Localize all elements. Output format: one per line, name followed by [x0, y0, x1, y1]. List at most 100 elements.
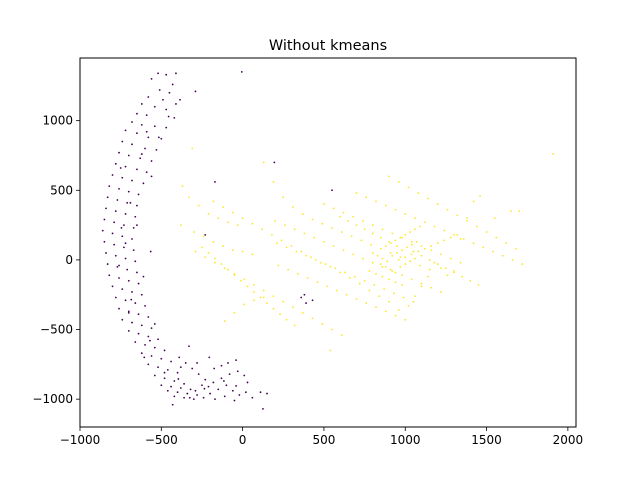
point-s1-167: [404, 263, 407, 265]
point-s0-11: [153, 105, 156, 108]
point-s1-50: [274, 220, 277, 222]
point-s1-254: [436, 263, 439, 265]
point-s1-92: [365, 302, 368, 304]
point-s1-250: [396, 245, 399, 247]
point-s0-2: [175, 72, 177, 75]
point-s1-221: [212, 200, 215, 203]
point-s1-98: [332, 207, 335, 210]
point-s0-67: [134, 260, 137, 263]
point-s1-94: [384, 310, 387, 313]
point-s0-110: [173, 380, 176, 382]
point-s1-96: [404, 318, 407, 321]
point-s1-107: [420, 245, 423, 247]
point-s1-51: [284, 224, 286, 226]
point-s1-91: [355, 297, 358, 300]
y-tick-label: −1000: [32, 392, 73, 406]
point-s0-75: [137, 282, 140, 285]
point-s0-106: [166, 369, 169, 371]
point-s1-168: [409, 260, 412, 263]
point-s1-239: [233, 311, 236, 314]
point-s1-207: [349, 277, 351, 279]
point-s1-64: [410, 278, 413, 281]
point-s1-217: [251, 222, 254, 225]
point-s1-18: [214, 261, 216, 264]
axes-frame: [79, 57, 577, 428]
point-s1-224: [285, 318, 288, 321]
point-s1-218: [241, 217, 244, 220]
point-s1-244: [347, 220, 350, 222]
point-s0-82: [134, 302, 137, 304]
point-s0-15: [173, 116, 176, 119]
point-s1-188: [510, 210, 512, 213]
point-s0-185: [305, 302, 307, 304]
point-s0-5: [158, 89, 161, 91]
point-s0-30: [139, 157, 142, 160]
x-tick-label: 2000: [553, 433, 584, 447]
point-s0-48: [105, 207, 107, 210]
point-s1-183: [443, 239, 446, 242]
point-s1-86: [306, 277, 309, 279]
point-s1-205: [368, 289, 371, 292]
point-s0-140: [197, 373, 200, 375]
point-s1-181: [430, 245, 433, 247]
point-s1-20: [233, 272, 236, 275]
point-s1-40: [340, 231, 343, 233]
point-s1-255: [445, 267, 447, 270]
point-s0-54: [123, 224, 125, 226]
point-s1-38: [321, 222, 324, 225]
point-s0-133: [262, 408, 264, 410]
point-s1-135: [436, 203, 439, 206]
point-s1-219: [231, 211, 234, 214]
point-s1-236: [207, 252, 210, 254]
point-s0-117: [176, 391, 179, 394]
point-s1-159: [409, 231, 412, 233]
point-s0-35: [145, 171, 148, 174]
point-s0-125: [217, 388, 220, 391]
point-s0-170: [177, 378, 180, 380]
point-s0-84: [118, 307, 120, 310]
point-s1-19: [223, 267, 226, 270]
point-s1-240: [243, 303, 246, 306]
point-s0-167: [120, 226, 123, 229]
point-s1-15: [251, 253, 254, 256]
point-s0-28: [118, 151, 120, 154]
point-s1-234: [220, 263, 223, 265]
point-s0-3: [150, 77, 153, 80]
point-s0-98: [153, 346, 156, 349]
point-s0-177: [194, 90, 197, 93]
point-s0-126: [225, 384, 228, 387]
point-s1-24: [272, 295, 275, 298]
point-s0-174: [223, 380, 225, 382]
point-s1-256: [453, 271, 455, 274]
point-s1-214: [280, 239, 283, 242]
point-s1-237: [201, 246, 203, 249]
point-s0-105: [157, 366, 159, 369]
point-s1-208: [339, 271, 342, 274]
point-s0-57: [111, 232, 114, 235]
point-s1-29: [321, 323, 324, 325]
point-s1-111: [459, 261, 462, 264]
point-s1-139: [475, 225, 478, 228]
point-s1-48: [418, 264, 421, 267]
point-s1-144: [371, 252, 374, 254]
point-s1-161: [418, 225, 421, 228]
point-s1-73: [324, 263, 327, 265]
point-s1-55: [323, 240, 325, 243]
point-s0-156: [149, 339, 151, 342]
point-s0-130: [251, 396, 254, 399]
point-s1-176: [397, 259, 400, 261]
point-s1-232: [233, 274, 236, 277]
point-s1-52: [293, 228, 296, 231]
point-s1-37: [311, 218, 314, 221]
point-s0-85: [127, 310, 130, 313]
point-s1-105: [401, 236, 403, 239]
point-s1-21: [243, 278, 246, 281]
point-s1-247: [371, 232, 374, 235]
point-s0-99: [163, 349, 166, 352]
point-s0-151: [150, 175, 153, 178]
point-s0-138: [243, 374, 246, 377]
point-s0-78: [131, 291, 133, 293]
x-tick-label: 0: [239, 433, 247, 447]
point-s0-146: [207, 385, 210, 388]
point-s0-89: [131, 321, 133, 324]
